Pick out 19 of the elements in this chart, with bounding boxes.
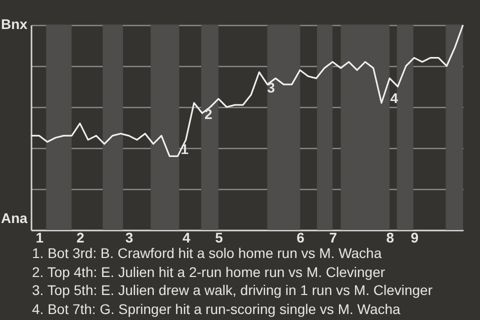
text: Ana [1, 210, 28, 226]
text: 1. Bot 3rd: B. Crawford hit a solo home run vs M. Wacha [32, 244, 383, 262]
text: 3. Top 5th: E. Julien drew a walk, driving in 1 run vs M. Clevinger [32, 281, 432, 300]
x-tick-label: 1 [36, 230, 44, 246]
annotation: 1 [180, 141, 189, 158]
text: 4. Bot 7th: G. Springer hit a run-scoring single vs M. Wacha [32, 300, 402, 318]
text: 2. Top 4th: E. Julien hit a 2-run home run vs M. Clevinger [32, 262, 386, 281]
x-tick-label: 2 [76, 230, 85, 246]
x-tick-label: 9 [410, 230, 419, 246]
x-tick-label: 5 [215, 230, 224, 246]
x-tick-label: 6 [296, 230, 305, 246]
annotation: 3 [267, 80, 276, 96]
annotation: 4 [390, 90, 398, 106]
x-tick-label: 3 [125, 230, 134, 246]
x-tick-label: 4 [182, 230, 190, 246]
x-tick-label: 7 [329, 230, 338, 246]
annotation: 2 [204, 106, 212, 122]
text: Bnx [1, 16, 28, 32]
x-tick-label: 8 [386, 230, 394, 246]
